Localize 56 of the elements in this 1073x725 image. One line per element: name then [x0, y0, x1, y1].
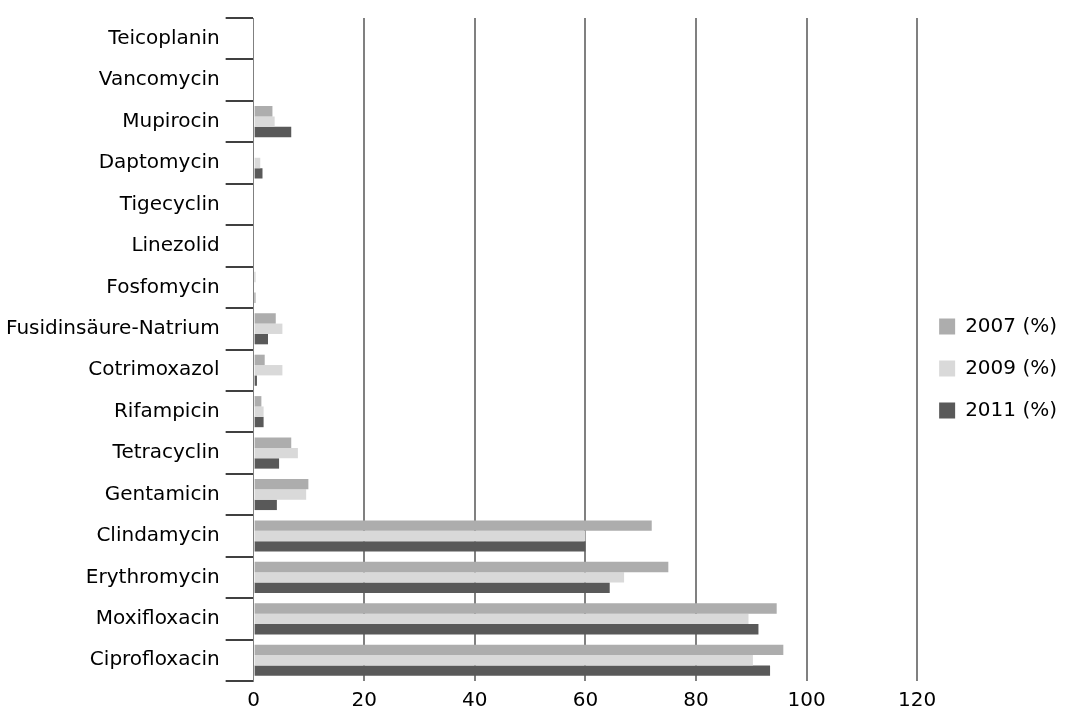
x-tick-label: 80 [683, 687, 709, 712]
bar [254, 613, 749, 625]
y-tick-label: Clindamycin [96, 522, 220, 547]
bar [254, 458, 280, 469]
y-tick-label: Gentamicin [104, 480, 220, 505]
x-tick-label: 40 [462, 687, 488, 712]
legend-label: 2009 (%) [965, 354, 1058, 379]
y-tick-label: Fusidinsäure-Natrium [5, 314, 220, 339]
y-tick-label: Rifampicin [113, 397, 220, 422]
legend-label: 2007 (%) [965, 312, 1058, 337]
bar [254, 478, 309, 490]
y-tick-label: Teicoplanin [107, 24, 220, 49]
bar [254, 106, 273, 117]
y-tick-label: Tetracyclin [111, 439, 220, 464]
y-tick-label: Linezolid [131, 232, 220, 257]
bar [254, 313, 276, 324]
bar [254, 333, 269, 345]
bar [254, 582, 610, 593]
bar [254, 655, 753, 666]
bar [254, 447, 298, 459]
bar [254, 116, 275, 127]
legend-label: 2011 (%) [965, 396, 1058, 421]
bar [254, 644, 784, 656]
bar [254, 126, 292, 138]
bar [254, 624, 759, 635]
bar [254, 354, 265, 366]
bar [254, 375, 257, 386]
bar [254, 437, 292, 448]
x-tick-label: 0 [247, 687, 261, 712]
bar [254, 520, 652, 531]
x-tick-label: 20 [351, 687, 377, 712]
bar [254, 603, 777, 614]
y-tick-label: Cotrimoxazol [88, 356, 220, 381]
bar [254, 541, 586, 552]
bar [254, 416, 264, 428]
y-tick-label: Daptomycin [98, 149, 220, 174]
y-tick-label: Fosfomycin [106, 273, 220, 298]
bar [254, 572, 625, 583]
x-tick-label: 60 [572, 687, 599, 712]
bar [254, 499, 277, 511]
bar [254, 665, 771, 676]
bar [254, 561, 669, 573]
y-tick-label: Moxifloxacin [95, 605, 220, 630]
x-tick-label: 100 [787, 687, 826, 712]
bar [254, 365, 283, 376]
bar [254, 406, 264, 417]
bar [254, 168, 263, 179]
bar [254, 530, 586, 542]
bar [254, 323, 283, 334]
y-tick-label: Vancomycin [98, 66, 220, 91]
x-tick-label: 120 [898, 687, 937, 712]
y-tick-label: Erythromycin [85, 563, 220, 588]
y-tick-label: Mupirocin [122, 107, 220, 132]
bar [254, 489, 307, 500]
y-tick-label: Tigecyclin [118, 190, 220, 215]
y-tick-label: Ciprofloxacin [89, 646, 220, 671]
